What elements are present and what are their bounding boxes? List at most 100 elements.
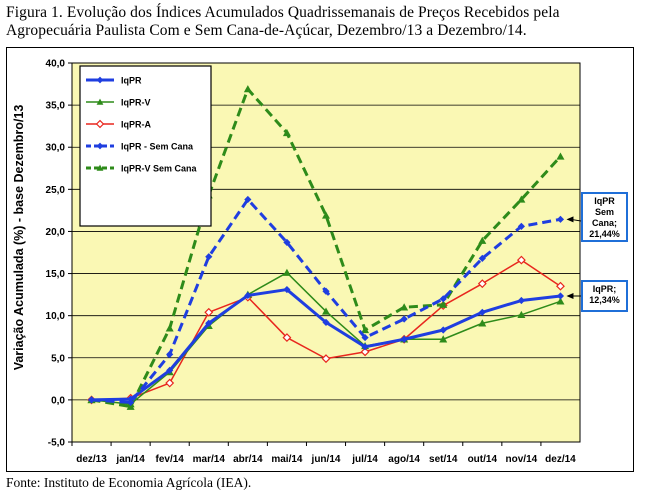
point-marker xyxy=(478,236,487,244)
chart-frame: -5,0 0,0 5,0 10,0 15,0 20,0 25,0 30,0 35,0 40,0 de… xyxy=(6,47,634,472)
point-marker xyxy=(282,333,292,343)
point-marker xyxy=(556,281,565,291)
point-marker xyxy=(322,307,330,315)
figure-caption: Figura 1. Evolução dos Índices Acumulado… xyxy=(6,4,560,39)
x-tick-label: jan/14 xyxy=(115,454,145,465)
point-marker xyxy=(361,333,369,342)
point-marker xyxy=(166,350,174,359)
y-tick-label: 5,0 xyxy=(51,353,65,364)
point-marker xyxy=(478,254,486,262)
callout-box xyxy=(581,280,628,312)
point-marker xyxy=(96,142,104,150)
point-marker xyxy=(517,310,526,319)
legend-item: IqPR-A xyxy=(86,120,151,130)
point-marker xyxy=(477,279,487,289)
point-marker xyxy=(282,268,291,276)
line-chart: -5,0 0,0 5,0 10,0 15,0 20,0 25,0 30,0 35,0 40,0 de… xyxy=(12,59,628,465)
y-tick-label: 10,0 xyxy=(46,311,66,322)
point-marker xyxy=(439,335,448,343)
callout-text: Sem xyxy=(595,207,614,217)
x-tick-label: set/14 xyxy=(429,454,458,465)
legend-label: IqPR xyxy=(121,76,142,86)
point-marker xyxy=(127,398,135,407)
point-marker xyxy=(556,215,565,223)
x-tick-label: dez/13 xyxy=(76,454,107,465)
point-marker xyxy=(517,296,525,305)
legend-label: IqPR-V Sem Cana xyxy=(121,164,198,174)
x-tick-label: jul/14 xyxy=(351,454,378,465)
y-tick-label: 25,0 xyxy=(46,185,66,196)
point-marker xyxy=(96,98,104,105)
legend-label: IqPR-V xyxy=(121,98,151,108)
x-tick-label: fev/14 xyxy=(156,454,185,465)
y-tick-label: 40,0 xyxy=(46,59,66,70)
callout-1: IqPR;12,34% xyxy=(566,280,628,312)
point-marker xyxy=(282,128,291,137)
point-marker xyxy=(556,152,565,160)
point-marker xyxy=(478,308,486,316)
point-marker xyxy=(556,297,565,305)
point-marker xyxy=(322,318,330,327)
point-marker xyxy=(96,76,104,84)
x-tick-label: mar/14 xyxy=(193,454,226,465)
series-iqpr xyxy=(87,285,565,404)
point-marker xyxy=(400,315,408,323)
y-axis-label: Variação Acumulada (%) - base Dezembro/1… xyxy=(12,105,26,371)
legend-item: IqPR-V Sem Cana xyxy=(86,164,198,174)
x-tick-label: jun/14 xyxy=(311,454,341,465)
point-marker xyxy=(165,378,175,388)
point-marker xyxy=(400,303,409,311)
x-tick-label: ago/14 xyxy=(388,454,420,465)
callout-text: 12,34% xyxy=(589,295,620,305)
x-tick-label: dez/14 xyxy=(545,454,576,465)
point-marker xyxy=(361,325,370,334)
point-marker xyxy=(360,347,370,357)
point-marker xyxy=(516,255,526,265)
point-marker xyxy=(96,164,104,171)
callout-text: 21,44% xyxy=(589,229,620,239)
callout-text: Cana; xyxy=(592,218,617,228)
point-marker xyxy=(478,319,487,327)
callout-text: IqPR xyxy=(594,196,615,206)
legend-item: IqPR - Sem Cana xyxy=(86,142,194,152)
y-tick-label: -5,0 xyxy=(48,438,66,449)
legend-label: IqPR-A xyxy=(121,120,151,130)
callout-box xyxy=(581,192,628,242)
point-marker xyxy=(556,292,565,300)
point-marker xyxy=(204,307,214,317)
point-marker xyxy=(439,326,447,334)
point-marker xyxy=(517,195,526,203)
y-tick-label: 30,0 xyxy=(46,143,66,154)
point-marker xyxy=(95,119,105,129)
y-tick-label: 35,0 xyxy=(46,101,66,112)
point-marker xyxy=(87,396,96,404)
point-marker xyxy=(361,343,369,351)
y-tick-label: 15,0 xyxy=(46,269,66,280)
legend-item: IqPR xyxy=(86,76,142,86)
point-marker xyxy=(321,354,331,364)
callout-arrowhead xyxy=(566,216,574,223)
source-note: Fonte: Instituto de Economia Agrícola (I… xyxy=(6,475,252,490)
point-marker xyxy=(243,85,252,93)
point-marker xyxy=(244,195,252,204)
point-marker xyxy=(322,211,330,219)
point-marker xyxy=(205,253,213,261)
callout-text: IqPR; xyxy=(593,284,617,294)
point-marker xyxy=(165,324,174,332)
legend-item: IqPR-V xyxy=(86,98,151,108)
x-tick-label: nov/14 xyxy=(506,454,538,465)
y-tick-label: 0,0 xyxy=(51,395,65,406)
point-marker xyxy=(439,300,448,308)
point-marker xyxy=(400,335,408,343)
callout-arrowhead xyxy=(566,292,574,299)
legend-label: IqPR - Sem Cana xyxy=(121,142,194,152)
point-marker xyxy=(126,402,135,410)
x-tick-label: mai/14 xyxy=(271,454,303,465)
x-tick-label: out/14 xyxy=(468,454,498,465)
point-marker xyxy=(166,366,174,375)
point-marker xyxy=(205,319,213,327)
point-marker xyxy=(517,222,525,230)
x-tick-label: abr/14 xyxy=(233,454,263,465)
y-tick-label: 20,0 xyxy=(46,227,66,238)
